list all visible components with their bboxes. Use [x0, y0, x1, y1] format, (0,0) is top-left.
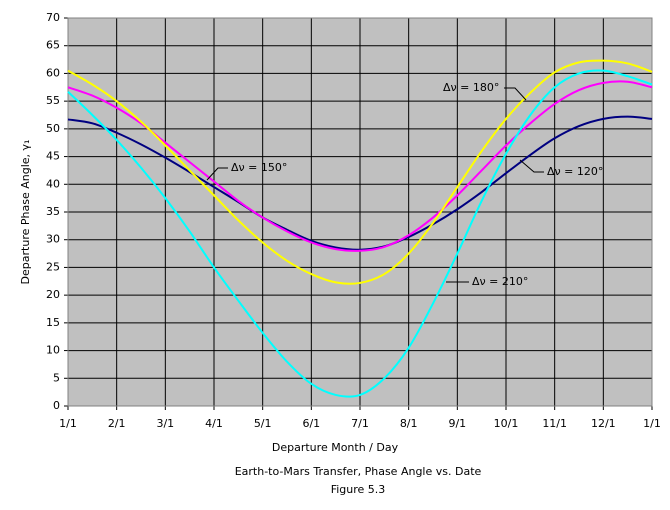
- y-tick-label: 5: [53, 371, 60, 384]
- series-label: Δν = 210°: [472, 275, 528, 288]
- x-tick-label: 11/1: [542, 417, 567, 430]
- x-tick-label: 4/1: [205, 417, 223, 430]
- annotation-leader: [206, 167, 228, 181]
- x-tick-label: 9/1: [448, 417, 466, 430]
- y-tick-label: 25: [46, 260, 60, 273]
- chart-subtitle: Figure 5.3: [331, 483, 386, 496]
- y-tick-label: 60: [46, 66, 60, 79]
- annotation-leader: [504, 87, 527, 101]
- x-tick-label: 1/1: [59, 417, 77, 430]
- x-tick-label: 3/1: [156, 417, 174, 430]
- series-line: [67, 80, 653, 252]
- y-tick-label: 0: [53, 399, 60, 412]
- plot-border: [67, 17, 653, 407]
- y-tick-label: 35: [46, 205, 60, 218]
- series-line: [67, 69, 653, 398]
- series-line: [67, 115, 653, 251]
- y-tick-label: 70: [46, 11, 60, 24]
- x-tick-label: 8/1: [400, 417, 418, 430]
- y-tick-label: 10: [46, 344, 60, 357]
- y-axis-label: Departure Phase Angle, γ₁: [19, 140, 32, 285]
- y-tick-label: 65: [46, 39, 60, 52]
- x-tick-label: 7/1: [351, 417, 369, 430]
- series-label: Δν = 120°: [547, 165, 603, 178]
- x-tick-label: 2/1: [108, 417, 126, 430]
- x-tick-label: 1/1: [643, 417, 661, 430]
- chart-title: Earth-to-Mars Transfer, Phase Angle vs. …: [235, 465, 482, 478]
- y-tick-label: 30: [46, 233, 60, 246]
- x-tick-label: 12/1: [591, 417, 616, 430]
- x-tick-label: 6/1: [302, 417, 320, 430]
- series-line: [67, 59, 653, 285]
- x-axis-label: Departure Month / Day: [272, 441, 399, 454]
- annotation-leader: [519, 159, 544, 173]
- series-label: Δν = 150°: [231, 161, 287, 174]
- x-tick-label: 10/1: [494, 417, 519, 430]
- y-tick-label: 15: [46, 316, 60, 329]
- y-tick-label: 50: [46, 122, 60, 135]
- y-tick-label: 45: [46, 150, 60, 163]
- y-tick-label: 20: [46, 288, 60, 301]
- x-tick-label: 5/1: [254, 417, 272, 430]
- series-label: Δν = 180°: [443, 81, 499, 94]
- y-tick-label: 55: [46, 94, 60, 107]
- y-tick-label: 40: [46, 177, 60, 190]
